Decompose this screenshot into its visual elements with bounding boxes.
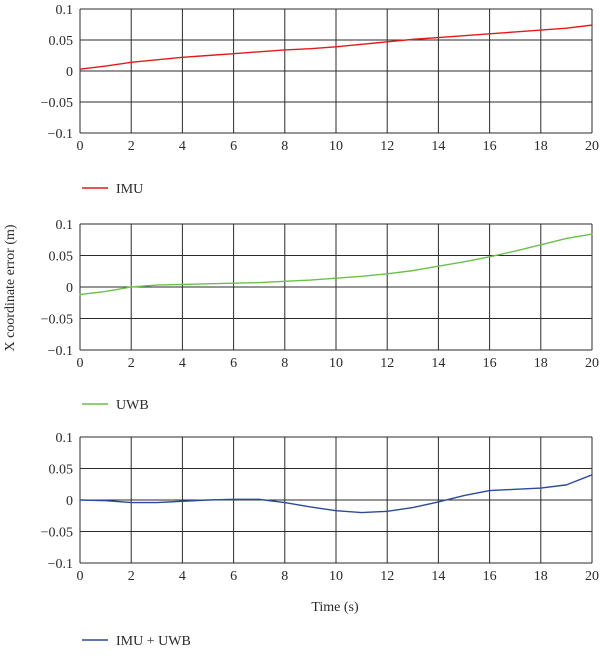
x-tick-label: 6 [230,356,237,371]
series-lines [79,474,593,514]
series-line [79,24,593,70]
x-tick-label: 12 [380,569,394,584]
y-tick-label: −0.1 [48,344,73,359]
y-tick-label: 0.1 [56,218,74,233]
x-tick-labels: 0 2 4 6 8 10 12 14 16 18 20 [77,569,600,584]
x-tick-label: 18 [534,356,548,371]
y-tick-labels: 0.1 0.05 0 −0.05 −0.1 [41,3,73,142]
series-line [79,233,593,296]
y-tick-label: 0.05 [49,34,74,49]
x-tick-label: 10 [329,139,343,154]
y-tick-label: 0 [66,494,73,509]
series-line [79,474,593,514]
grid-lines [79,436,593,564]
x-tick-label: 4 [179,139,186,154]
x-tick-label: 2 [128,139,135,154]
x-tick-label: 2 [128,569,135,584]
series-lines [79,233,593,296]
grid-lines [79,8,593,134]
y-tick-label: −0.05 [41,313,73,328]
x-tick-label: 8 [281,569,288,584]
y-tick-labels: 0.1 0.05 0 −0.05 −0.1 [41,218,73,359]
grid-lines [79,223,593,351]
x-tick-label: 8 [281,356,288,371]
x-tick-label: 8 [281,139,288,154]
x-tick-label: 12 [380,139,394,154]
x-tick-label: 18 [534,569,548,584]
y-tick-labels: 0.1 0.05 0 −0.05 −0.1 [41,431,73,572]
legend-label: IMU + UWB [116,634,191,649]
chart-panel-imu-uwb: 0 2 4 6 8 10 12 14 16 18 20 0.1 0.05 0 −0.05 −0.1 IMU … [41,431,599,649]
series-lines [79,24,593,70]
chart-panel-uwb: 0 2 4 6 8 10 12 14 16 18 20 0.1 0.05 0 −0.05 −0.1 UWB [41,218,599,413]
y-axis-title: X coordinate error (m) [3,224,18,351]
y-tick-label: −0.1 [48,557,73,572]
y-tick-label: 0 [66,281,73,296]
x-tick-label: 10 [329,569,343,584]
x-tick-label: 12 [380,356,394,371]
legend-label: IMU [116,182,143,197]
x-tick-label: 2 [128,356,135,371]
legend: IMU + UWB [82,634,191,649]
x-tick-label: 20 [585,139,599,154]
x-tick-label: 18 [534,139,548,154]
y-tick-label: −0.1 [48,127,73,142]
x-tick-label: 6 [230,139,237,154]
x-tick-label: 20 [585,356,599,371]
x-tick-labels: 0 2 4 6 8 10 12 14 16 18 20 [77,356,600,371]
x-axis-title: Time (s) [311,600,359,615]
x-tick-label: 0 [77,569,84,584]
legend: IMU [82,182,143,197]
x-tick-label: 14 [431,569,445,584]
x-tick-label: 20 [585,569,599,584]
y-tick-label: 0.1 [56,431,74,446]
y-tick-label: 0.1 [56,3,74,18]
x-tick-labels: 0 2 4 6 8 10 12 14 16 18 20 [77,139,600,154]
x-tick-label: 16 [483,356,497,371]
chart-panel-imu: 0 2 4 6 8 10 12 14 16 18 20 0.1 0.05 0 −0.05 −0.1 IMU [41,3,599,197]
y-tick-label: 0.05 [49,250,74,265]
x-tick-label: 16 [483,139,497,154]
y-tick-label: 0.05 [49,463,74,478]
y-tick-label: −0.05 [41,526,73,541]
x-tick-label: 14 [431,139,445,154]
x-tick-label: 14 [431,356,445,371]
legend-label: UWB [116,398,149,413]
x-tick-label: 0 [77,139,84,154]
x-tick-label: 6 [230,569,237,584]
x-tick-label: 4 [179,569,186,584]
y-tick-label: 0 [66,65,73,80]
x-tick-label: 0 [77,356,84,371]
x-tick-label: 4 [179,356,186,371]
x-tick-label: 16 [483,569,497,584]
legend: UWB [82,398,149,413]
x-tick-label: 10 [329,356,343,371]
y-tick-label: −0.05 [41,96,73,111]
